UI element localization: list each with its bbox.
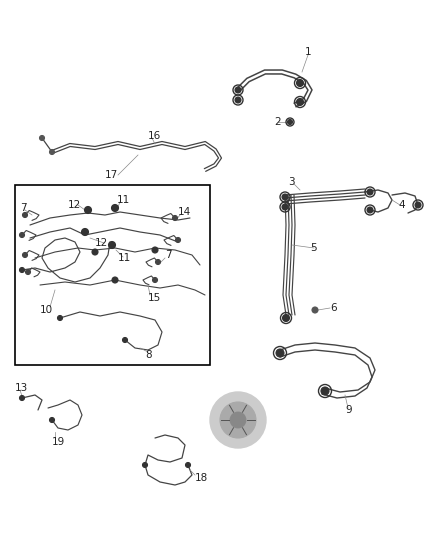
Text: 12: 12 [68,200,81,210]
Circle shape [112,277,118,283]
Circle shape [415,202,421,208]
Circle shape [276,349,284,357]
Text: 3: 3 [288,177,295,187]
Circle shape [297,79,304,86]
Circle shape [123,337,127,343]
Text: 7: 7 [20,203,27,213]
Text: 11: 11 [117,195,130,205]
Text: 18: 18 [195,473,208,483]
Circle shape [283,314,290,321]
Circle shape [220,402,256,438]
Circle shape [25,270,31,274]
Circle shape [367,207,373,213]
Text: 4: 4 [398,200,405,210]
Circle shape [112,205,119,212]
Circle shape [287,119,293,125]
Circle shape [312,307,318,313]
Text: 6: 6 [330,303,337,313]
Circle shape [81,229,88,236]
Circle shape [321,387,329,395]
Circle shape [22,213,28,217]
Circle shape [85,206,92,214]
Circle shape [235,87,241,93]
Circle shape [173,215,177,221]
Circle shape [297,99,304,106]
Circle shape [186,463,191,467]
Circle shape [22,253,28,257]
Circle shape [230,412,246,428]
Text: 7: 7 [165,250,172,260]
Circle shape [367,189,373,195]
Text: 11: 11 [118,253,131,263]
Circle shape [155,260,160,264]
Text: 16: 16 [148,131,161,141]
Circle shape [235,97,241,103]
Text: 2: 2 [274,117,281,127]
Circle shape [210,392,266,448]
Circle shape [109,241,116,248]
Circle shape [20,395,25,400]
Text: 15: 15 [148,293,161,303]
Text: 19: 19 [52,437,65,447]
Text: 10: 10 [40,305,53,315]
Text: 5: 5 [310,243,317,253]
Circle shape [20,268,25,272]
Text: 8: 8 [145,350,152,360]
Circle shape [152,278,158,282]
Bar [15,185,210,365]
Text: 17: 17 [105,170,118,180]
Circle shape [20,232,25,238]
Circle shape [92,249,98,255]
Circle shape [142,463,148,467]
Circle shape [39,135,45,141]
Text: 14: 14 [178,207,191,217]
Text: 13: 13 [15,383,28,393]
Circle shape [282,194,288,200]
Circle shape [49,417,54,423]
Circle shape [57,316,63,320]
Text: 1: 1 [305,47,311,57]
Text: 12: 12 [95,238,108,248]
Circle shape [282,204,288,210]
Circle shape [152,247,158,253]
Circle shape [49,149,54,155]
Text: 9: 9 [345,405,352,415]
Circle shape [176,238,180,243]
